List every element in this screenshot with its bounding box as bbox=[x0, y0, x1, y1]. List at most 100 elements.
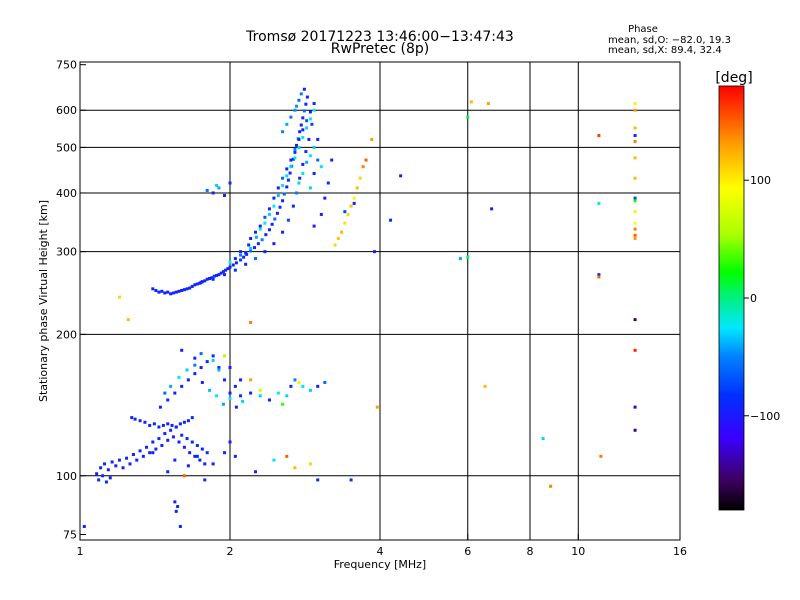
data-point bbox=[270, 222, 274, 226]
data-point bbox=[333, 243, 337, 247]
data-point bbox=[182, 420, 186, 424]
data-point bbox=[203, 279, 207, 283]
data-point bbox=[267, 207, 271, 211]
data-point bbox=[289, 384, 293, 388]
data-point bbox=[161, 423, 165, 427]
data-point bbox=[301, 128, 305, 132]
data-point bbox=[233, 257, 237, 261]
data-point bbox=[272, 242, 276, 246]
data-point bbox=[597, 275, 601, 279]
x-tick-label: 6 bbox=[464, 545, 471, 558]
data-point bbox=[163, 391, 167, 395]
data-point bbox=[180, 288, 184, 292]
data-point bbox=[228, 366, 232, 370]
data-point bbox=[97, 478, 101, 482]
data-point bbox=[298, 130, 302, 134]
data-point bbox=[195, 444, 199, 448]
data-point bbox=[217, 273, 221, 277]
phase-stats-o: mean, sd,O: −82.0, 19.3 bbox=[608, 35, 731, 46]
data-point bbox=[633, 108, 637, 112]
data-point bbox=[180, 384, 184, 388]
data-point bbox=[340, 230, 344, 234]
data-point bbox=[211, 354, 215, 358]
data-point bbox=[549, 484, 553, 488]
data-point bbox=[276, 194, 280, 198]
data-point bbox=[228, 397, 232, 401]
data-point bbox=[312, 102, 316, 106]
data-point bbox=[226, 267, 230, 271]
data-point bbox=[185, 437, 189, 441]
data-point bbox=[312, 145, 316, 149]
phase-stats-x: mean, sd,X: 89.4, 32.4 bbox=[608, 45, 722, 56]
colorbar-label: [deg] bbox=[715, 70, 752, 86]
data-point bbox=[258, 394, 262, 398]
data-point bbox=[599, 454, 603, 458]
data-point bbox=[160, 289, 164, 293]
data-point bbox=[267, 398, 271, 402]
data-point bbox=[186, 378, 190, 382]
data-point bbox=[633, 210, 637, 214]
x-tick-label: 10 bbox=[571, 545, 585, 558]
data-point bbox=[173, 391, 177, 395]
data-point bbox=[316, 384, 320, 388]
data-point bbox=[249, 391, 253, 395]
data-point bbox=[633, 139, 637, 143]
data-point bbox=[310, 122, 314, 126]
data-point bbox=[297, 98, 301, 102]
data-point bbox=[352, 196, 356, 200]
data-point bbox=[258, 224, 262, 228]
data-point bbox=[208, 388, 212, 392]
data-point bbox=[633, 156, 637, 160]
data-point bbox=[263, 221, 267, 225]
colorbar-ticks: 100 0 −100 bbox=[744, 174, 780, 423]
data-point bbox=[249, 246, 253, 250]
data-point bbox=[305, 95, 309, 99]
x-axis-ticks: 1 2 4 6 8 10 16 bbox=[77, 534, 687, 558]
data-point bbox=[633, 233, 637, 237]
data-point bbox=[272, 458, 276, 462]
data-point bbox=[281, 230, 285, 234]
data-point bbox=[308, 186, 312, 190]
data-point bbox=[285, 167, 289, 171]
data-point bbox=[281, 176, 285, 180]
data-point bbox=[169, 384, 173, 388]
data-point bbox=[205, 360, 209, 364]
data-point bbox=[190, 416, 194, 420]
data-point bbox=[177, 289, 181, 293]
data-point bbox=[160, 444, 164, 448]
data-point bbox=[215, 273, 219, 277]
y-tick-label: 300 bbox=[56, 246, 77, 259]
data-point bbox=[305, 119, 309, 123]
data-point bbox=[199, 366, 203, 370]
data-point bbox=[221, 270, 225, 274]
data-point bbox=[171, 435, 175, 439]
data-point bbox=[316, 158, 320, 162]
data-point bbox=[361, 165, 365, 169]
data-point bbox=[295, 191, 299, 195]
data-point bbox=[490, 207, 494, 211]
data-point bbox=[217, 186, 221, 190]
data-point bbox=[135, 458, 139, 462]
data-point bbox=[295, 143, 299, 147]
data-point bbox=[234, 261, 238, 265]
data-point bbox=[99, 466, 103, 470]
data-point bbox=[358, 176, 362, 180]
data-point bbox=[264, 233, 268, 237]
x-axis-label: Frequency [MHz] bbox=[334, 558, 426, 571]
chart-title: Tromsø 20171223 13:46:00−13:47:43 bbox=[245, 29, 514, 45]
data-point bbox=[211, 191, 215, 195]
data-point bbox=[267, 212, 271, 216]
data-point bbox=[188, 451, 192, 455]
y-tick-label: 600 bbox=[56, 104, 77, 117]
data-point bbox=[176, 505, 180, 509]
data-point bbox=[326, 181, 330, 185]
y-tick-label: 75 bbox=[63, 528, 77, 541]
data-point bbox=[182, 474, 186, 478]
data-point bbox=[182, 445, 186, 449]
data-point bbox=[166, 438, 170, 442]
data-point bbox=[108, 476, 112, 480]
data-point bbox=[272, 196, 276, 200]
data-point bbox=[163, 432, 167, 436]
data-point bbox=[299, 92, 303, 96]
